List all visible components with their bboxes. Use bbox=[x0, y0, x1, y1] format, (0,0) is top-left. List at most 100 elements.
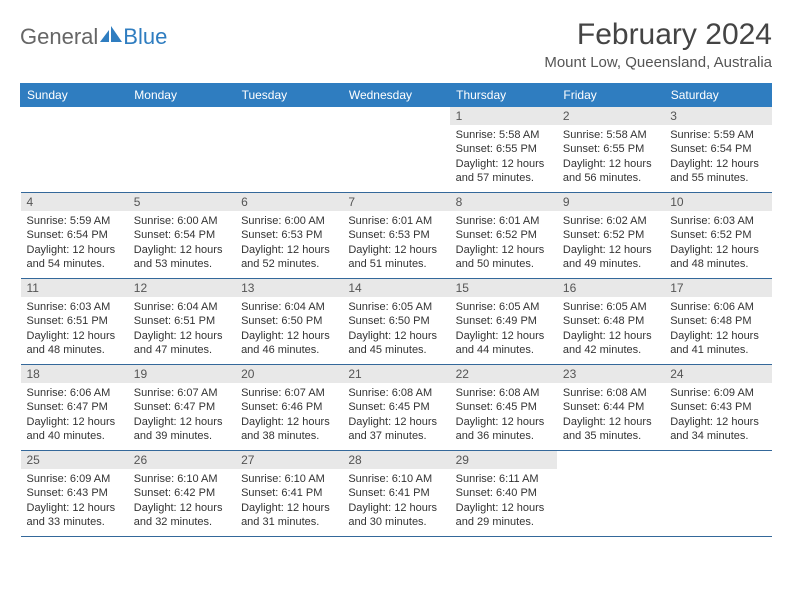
sunset-line: Sunset: 6:50 PM bbox=[241, 314, 336, 328]
sunrise-line: Sunrise: 5:58 AM bbox=[563, 128, 658, 142]
daylight-line: Daylight: 12 hours and 44 minutes. bbox=[456, 329, 551, 358]
sunset-line: Sunset: 6:51 PM bbox=[27, 314, 122, 328]
sunset-line: Sunset: 6:47 PM bbox=[27, 400, 122, 414]
day-number: 13 bbox=[235, 279, 342, 297]
calendar-day-cell: 13 Sunrise: 6:04 AMSunset: 6:50 PMDayligh… bbox=[235, 279, 342, 365]
daylight-line: Daylight: 12 hours and 53 minutes. bbox=[134, 243, 229, 272]
sunrise-line: Sunrise: 6:10 AM bbox=[348, 472, 443, 486]
day-number: 20 bbox=[235, 365, 342, 383]
brand-sail-icon bbox=[100, 26, 122, 44]
day-details: Sunrise: 6:08 AMSunset: 6:45 PMDaylight:… bbox=[450, 383, 557, 447]
calendar-day-cell bbox=[664, 451, 771, 537]
sunset-line: Sunset: 6:41 PM bbox=[241, 486, 336, 500]
day-details: Sunrise: 6:10 AMSunset: 6:41 PMDaylight:… bbox=[235, 469, 342, 533]
day-header: Thursday bbox=[450, 84, 557, 107]
calendar-day-cell: 3Sunrise: 5:59 AMSunset: 6:54 PMDaylight… bbox=[664, 107, 771, 193]
sunrise-line: Sunrise: 6:00 AM bbox=[241, 214, 336, 228]
calendar-day-cell: 4Sunrise: 5:59 AMSunset: 6:54 PMDaylight… bbox=[21, 193, 128, 279]
calendar-day-cell bbox=[128, 107, 235, 193]
sunset-line: Sunset: 6:52 PM bbox=[670, 228, 765, 242]
sunset-line: Sunset: 6:51 PM bbox=[134, 314, 229, 328]
day-details: Sunrise: 6:00 AMSunset: 6:54 PMDaylight:… bbox=[128, 211, 235, 275]
day-details: Sunrise: 6:01 AMSunset: 6:53 PMDaylight:… bbox=[342, 211, 449, 275]
day-details: Sunrise: 6:03 AMSunset: 6:51 PMDaylight:… bbox=[21, 297, 128, 361]
day-header: Saturday bbox=[664, 84, 771, 107]
daylight-line: Daylight: 12 hours and 37 minutes. bbox=[348, 415, 443, 444]
daylight-line: Daylight: 12 hours and 41 minutes. bbox=[670, 329, 765, 358]
day-details: Sunrise: 6:05 AMSunset: 6:48 PMDaylight:… bbox=[557, 297, 664, 361]
sunrise-line: Sunrise: 5:59 AM bbox=[27, 214, 122, 228]
sunrise-line: Sunrise: 6:09 AM bbox=[670, 386, 765, 400]
day-header: Wednesday bbox=[342, 84, 449, 107]
daylight-line: Daylight: 12 hours and 45 minutes. bbox=[348, 329, 443, 358]
sunset-line: Sunset: 6:44 PM bbox=[563, 400, 658, 414]
sunrise-line: Sunrise: 5:59 AM bbox=[670, 128, 765, 142]
calendar-week-row: 11Sunrise: 6:03 AMSunset: 6:51 PMDayligh… bbox=[21, 279, 772, 365]
daylight-line: Daylight: 12 hours and 30 minutes. bbox=[348, 501, 443, 530]
sunrise-line: Sunrise: 6:06 AM bbox=[27, 386, 122, 400]
day-details: Sunrise: 6:09 AMSunset: 6:43 PMDaylight:… bbox=[21, 469, 128, 533]
sunset-line: Sunset: 6:54 PM bbox=[670, 142, 765, 156]
calendar-day-cell: 28Sunrise: 6:10 AMSunset: 6:41 PMDayligh… bbox=[342, 451, 449, 537]
daylight-line: Daylight: 12 hours and 51 minutes. bbox=[348, 243, 443, 272]
sunset-line: Sunset: 6:52 PM bbox=[563, 228, 658, 242]
day-details: Sunrise: 6:00 AMSunset: 6:53 PMDaylight:… bbox=[235, 211, 342, 275]
day-details: Sunrise: 6:01 AMSunset: 6:52 PMDaylight:… bbox=[450, 211, 557, 275]
daylight-line: Daylight: 12 hours and 40 minutes. bbox=[27, 415, 122, 444]
daylight-line: Daylight: 12 hours and 56 minutes. bbox=[563, 157, 658, 186]
daylight-line: Daylight: 12 hours and 32 minutes. bbox=[134, 501, 229, 530]
calendar-week-row: 18Sunrise: 6:06 AMSunset: 6:47 PMDayligh… bbox=[21, 365, 772, 451]
sunset-line: Sunset: 6:54 PM bbox=[134, 228, 229, 242]
daylight-line: Daylight: 12 hours and 31 minutes. bbox=[241, 501, 336, 530]
brand-logo: General Blue bbox=[20, 24, 167, 50]
day-number: 25 bbox=[21, 451, 128, 469]
calendar-day-cell: 26Sunrise: 6:10 AMSunset: 6:42 PMDayligh… bbox=[128, 451, 235, 537]
sunset-line: Sunset: 6:40 PM bbox=[456, 486, 551, 500]
daylight-line: Daylight: 12 hours and 29 minutes. bbox=[456, 501, 551, 530]
daylight-line: Daylight: 12 hours and 47 minutes. bbox=[134, 329, 229, 358]
calendar-day-cell: 14Sunrise: 6:05 AMSunset: 6:50 PMDayligh… bbox=[342, 279, 449, 365]
calendar-day-cell: 25Sunrise: 6:09 AMSunset: 6:43 PMDayligh… bbox=[21, 451, 128, 537]
month-title: February 2024 bbox=[544, 18, 772, 52]
day-details: Sunrise: 5:58 AMSunset: 6:55 PMDaylight:… bbox=[450, 125, 557, 189]
sunrise-line: Sunrise: 6:11 AM bbox=[456, 472, 551, 486]
daylight-line: Daylight: 12 hours and 33 minutes. bbox=[27, 501, 122, 530]
day-number: 22 bbox=[450, 365, 557, 383]
day-number: 29 bbox=[450, 451, 557, 469]
day-number: 9 bbox=[557, 193, 664, 211]
day-number: 21 bbox=[342, 365, 449, 383]
calendar-day-cell: 27Sunrise: 6:10 AMSunset: 6:41 PMDayligh… bbox=[235, 451, 342, 537]
sunset-line: Sunset: 6:54 PM bbox=[27, 228, 122, 242]
calendar-day-cell: 21Sunrise: 6:08 AMSunset: 6:45 PMDayligh… bbox=[342, 365, 449, 451]
daylight-line: Daylight: 12 hours and 48 minutes. bbox=[670, 243, 765, 272]
sunrise-line: Sunrise: 6:04 AM bbox=[241, 300, 336, 314]
sunrise-line: Sunrise: 6:10 AM bbox=[241, 472, 336, 486]
sunrise-line: Sunrise: 6:09 AM bbox=[27, 472, 122, 486]
sunrise-line: Sunrise: 6:05 AM bbox=[348, 300, 443, 314]
brand-word1: General bbox=[20, 24, 98, 50]
day-details: Sunrise: 6:09 AMSunset: 6:43 PMDaylight:… bbox=[664, 383, 771, 447]
sunrise-line: Sunrise: 6:04 AM bbox=[134, 300, 229, 314]
calendar-table: Sunday Monday Tuesday Wednesday Thursday… bbox=[20, 83, 772, 537]
day-details: Sunrise: 6:07 AMSunset: 6:47 PMDaylight:… bbox=[128, 383, 235, 447]
sunrise-line: Sunrise: 6:05 AM bbox=[456, 300, 551, 314]
calendar-day-cell: 11Sunrise: 6:03 AMSunset: 6:51 PMDayligh… bbox=[21, 279, 128, 365]
calendar-week-row: 1Sunrise: 5:58 AMSunset: 6:55 PMDaylight… bbox=[21, 107, 772, 193]
day-header: Sunday bbox=[21, 84, 128, 107]
calendar-header-row: Sunday Monday Tuesday Wednesday Thursday… bbox=[21, 84, 772, 107]
day-header: Friday bbox=[557, 84, 664, 107]
sunrise-line: Sunrise: 6:02 AM bbox=[563, 214, 658, 228]
sunset-line: Sunset: 6:42 PM bbox=[134, 486, 229, 500]
daylight-line: Daylight: 12 hours and 52 minutes. bbox=[241, 243, 336, 272]
daylight-line: Daylight: 12 hours and 46 minutes. bbox=[241, 329, 336, 358]
sunset-line: Sunset: 6:52 PM bbox=[456, 228, 551, 242]
calendar-day-cell bbox=[342, 107, 449, 193]
sunset-line: Sunset: 6:43 PM bbox=[670, 400, 765, 414]
day-number: 10 bbox=[664, 193, 771, 211]
day-number: 14 bbox=[342, 279, 449, 297]
sunrise-line: Sunrise: 6:05 AM bbox=[563, 300, 658, 314]
calendar-day-cell: 16Sunrise: 6:05 AMSunset: 6:48 PMDayligh… bbox=[557, 279, 664, 365]
calendar-day-cell: 9Sunrise: 6:02 AMSunset: 6:52 PMDaylight… bbox=[557, 193, 664, 279]
sunrise-line: Sunrise: 6:08 AM bbox=[348, 386, 443, 400]
daylight-line: Daylight: 12 hours and 50 minutes. bbox=[456, 243, 551, 272]
